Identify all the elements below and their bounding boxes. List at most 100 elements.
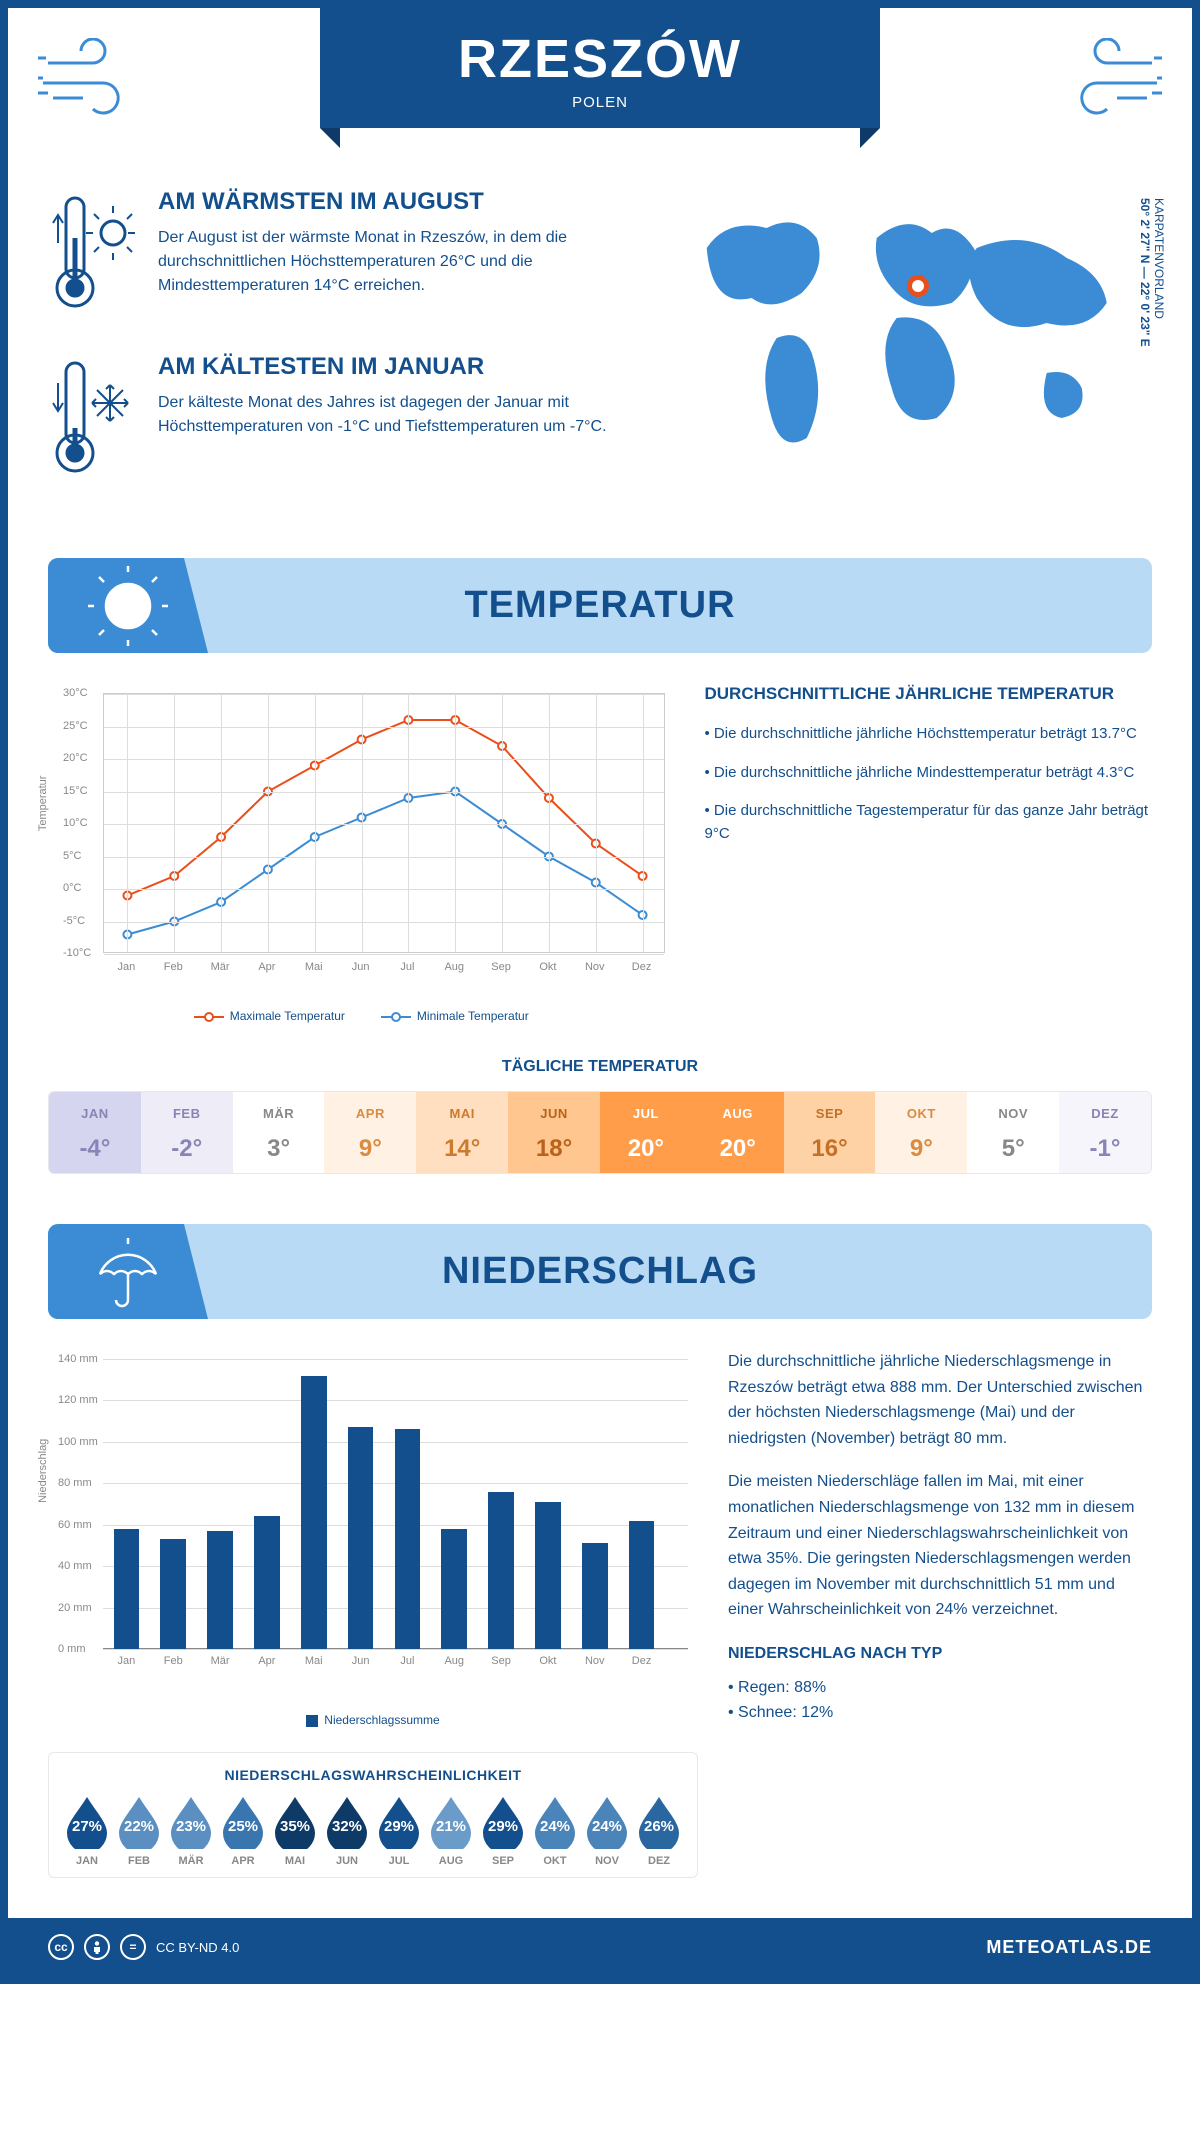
cc-icon: cc xyxy=(48,1934,74,1960)
x-tick: Feb xyxy=(164,1655,183,1667)
legend-label: Niederschlagssumme xyxy=(324,1713,439,1727)
precipitation-row: Niederschlag 0 mm20 mm40 mm60 mm80 mm100… xyxy=(8,1349,1192,1878)
prob-cell: 24%OKT xyxy=(531,1795,579,1867)
region-label: KARPATENVORLAND xyxy=(1152,198,1166,319)
y-tick: 20°C xyxy=(63,752,88,764)
bar xyxy=(582,1543,608,1649)
coldest-block: AM KÄLTESTEN IM JANUAR Der kälteste Mona… xyxy=(48,353,611,488)
section-title: NIEDERSCHLAG xyxy=(442,1250,758,1293)
wind-icon xyxy=(1042,38,1162,123)
precip-type-heading: NIEDERSCHLAG NACH TYP xyxy=(728,1641,1152,1667)
y-tick: 0°C xyxy=(63,882,81,894)
prob-cell: 25%APR xyxy=(219,1795,267,1867)
prob-cell: 29%JUL xyxy=(375,1795,423,1867)
warmest-heading: AM WÄRMSTEN IM AUGUST xyxy=(158,188,611,216)
daily-temp-cell: NOV5° xyxy=(967,1092,1059,1173)
daily-temp-cell: DEZ-1° xyxy=(1059,1092,1151,1173)
prob-cell: 26%DEZ xyxy=(635,1795,683,1867)
warmest-block: AM WÄRMSTEN IM AUGUST Der August ist der… xyxy=(48,188,611,323)
x-tick: Apr xyxy=(258,961,275,973)
umbrella-icon xyxy=(48,1224,208,1319)
temperature-banner: TEMPERATUR xyxy=(48,558,1152,653)
x-tick: Jul xyxy=(400,961,414,973)
daily-temp-table: JAN-4°FEB-2°MÄR3°APR9°MAI14°JUN18°JUL20°… xyxy=(48,1091,1152,1174)
thermometer-hot-icon xyxy=(48,188,138,323)
x-tick: Sep xyxy=(491,961,511,973)
temp-bullet: • Die durchschnittliche jährliche Mindes… xyxy=(705,762,1153,785)
x-tick: Jun xyxy=(352,961,370,973)
y-axis-label: Temperatur xyxy=(37,776,49,832)
bar xyxy=(301,1376,327,1649)
temp-info-heading: DURCHSCHNITTLICHE JÄHRLICHE TEMPERATUR xyxy=(705,683,1153,705)
y-tick: 10°C xyxy=(63,817,88,829)
temperature-row: Temperatur Maximale TemperaturMinimale T… xyxy=(8,683,1192,1023)
title-banner: RZESZÓW POLEN xyxy=(320,8,880,128)
infographic-container: RZESZÓW POLEN AM WÄRMSTEN I xyxy=(0,0,1200,1984)
temp-bullet: • Die durchschnittliche jährliche Höchst… xyxy=(705,723,1153,746)
sun-icon xyxy=(48,558,208,653)
y-tick: 30°C xyxy=(63,687,88,699)
y-tick: -10°C xyxy=(63,947,91,959)
y-tick: 40 mm xyxy=(58,1560,92,1572)
prob-title: NIEDERSCHLAGSWAHRSCHEINLICHKEIT xyxy=(63,1767,683,1783)
thermometer-cold-icon xyxy=(48,353,138,488)
x-tick: Dez xyxy=(632,961,652,973)
precip-paragraph: Die durchschnittliche jährliche Niedersc… xyxy=(728,1349,1152,1451)
location-marker-icon xyxy=(907,275,929,297)
x-tick: Sep xyxy=(491,1655,511,1667)
by-icon xyxy=(84,1934,110,1960)
chart-legend: Maximale TemperaturMinimale Temperatur xyxy=(48,1009,675,1023)
x-tick: Mai xyxy=(305,961,323,973)
y-tick: 60 mm xyxy=(58,1519,92,1531)
section-title: TEMPERATUR xyxy=(464,584,735,627)
y-tick: 5°C xyxy=(63,850,81,862)
prob-cell: 21%AUG xyxy=(427,1795,475,1867)
bar xyxy=(254,1516,280,1649)
daily-temp-cell: MAI14° xyxy=(416,1092,508,1173)
prob-cell: 22%FEB xyxy=(115,1795,163,1867)
bar xyxy=(441,1529,467,1649)
x-tick: Aug xyxy=(444,1655,464,1667)
bar xyxy=(395,1429,421,1649)
daily-temp-cell: JAN-4° xyxy=(49,1092,141,1173)
x-tick: Mai xyxy=(305,1655,323,1667)
x-tick: Dez xyxy=(632,1655,652,1667)
site-name: METEOATLAS.DE xyxy=(986,1937,1152,1958)
temperature-info: DURCHSCHNITTLICHE JÄHRLICHE TEMPERATUR •… xyxy=(705,683,1153,1023)
x-tick: Jan xyxy=(118,1655,136,1667)
precip-paragraph: Die meisten Niederschläge fallen im Mai,… xyxy=(728,1469,1152,1623)
y-tick: 140 mm xyxy=(58,1353,98,1365)
bar xyxy=(535,1502,561,1649)
license: cc = CC BY-ND 4.0 xyxy=(48,1934,239,1960)
x-tick: Apr xyxy=(258,1655,275,1667)
y-tick: 25°C xyxy=(63,720,88,732)
y-tick: 20 mm xyxy=(58,1602,92,1614)
warmest-body: Der August ist der wärmste Monat in Rzes… xyxy=(158,226,611,298)
probability-box: NIEDERSCHLAGSWAHRSCHEINLICHKEIT 27%JAN22… xyxy=(48,1752,698,1878)
prob-cell: 27%JAN xyxy=(63,1795,111,1867)
wind-icon xyxy=(38,38,158,123)
bar xyxy=(629,1521,655,1649)
x-tick: Jun xyxy=(352,1655,370,1667)
daily-temp-title: TÄGLICHE TEMPERATUR xyxy=(8,1058,1192,1076)
daily-temp-cell: APR9° xyxy=(324,1092,416,1173)
precip-type-item: • Schnee: 12% xyxy=(728,1700,1152,1726)
coldest-heading: AM KÄLTESTEN IM JANUAR xyxy=(158,353,611,381)
daily-temp-cell: SEP16° xyxy=(784,1092,876,1173)
bar xyxy=(160,1539,186,1649)
x-tick: Nov xyxy=(585,1655,605,1667)
prob-cell: 32%JUN xyxy=(323,1795,371,1867)
y-tick: 15°C xyxy=(63,785,88,797)
y-tick: 100 mm xyxy=(58,1436,98,1448)
bar xyxy=(488,1492,514,1649)
x-tick: Nov xyxy=(585,961,605,973)
license-label: CC BY-ND 4.0 xyxy=(156,1940,239,1955)
y-tick: 80 mm xyxy=(58,1477,92,1489)
x-tick: Okt xyxy=(539,1655,556,1667)
prob-cell: 23%MÄR xyxy=(167,1795,215,1867)
chart-legend: Niederschlagssumme xyxy=(48,1713,698,1727)
x-tick: Feb xyxy=(164,961,183,973)
y-tick: 0 mm xyxy=(58,1643,86,1655)
x-tick: Aug xyxy=(444,961,464,973)
precipitation-chart: Niederschlag 0 mm20 mm40 mm60 mm80 mm100… xyxy=(48,1349,698,1709)
